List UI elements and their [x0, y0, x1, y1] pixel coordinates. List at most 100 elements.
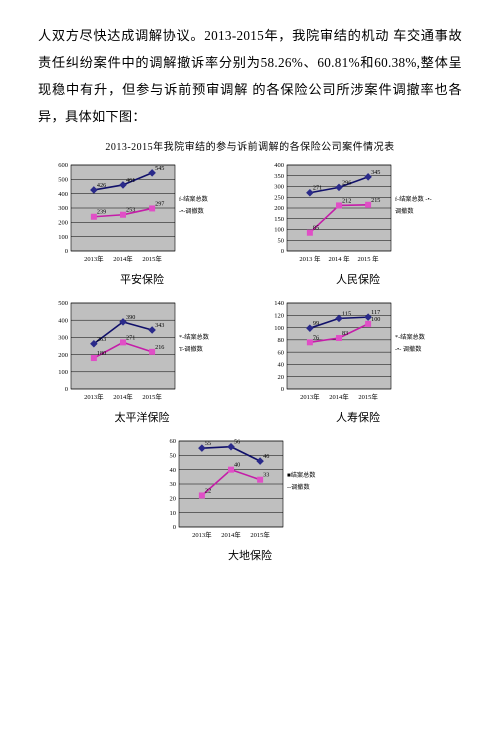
svg-text:115: 115	[342, 311, 351, 318]
svg-text:400: 400	[58, 318, 68, 325]
svg-text:2013年: 2013年	[84, 392, 104, 401]
svg-text:100: 100	[274, 325, 284, 332]
chart-renshou: 0204060801001201402013年2014年2015年9911511…	[263, 297, 453, 433]
svg-text:2014年: 2014年	[329, 392, 349, 401]
svg-text:-•-调撤数: -•-调撤数	[179, 207, 205, 215]
svg-text:180: 180	[97, 350, 106, 357]
svg-text:100: 100	[274, 227, 284, 234]
svg-text:0: 0	[65, 386, 68, 393]
svg-text:33: 33	[263, 472, 269, 479]
svg-text:271: 271	[126, 335, 135, 342]
row-2: 01002003004005002013年2014年2015年263390343…	[38, 297, 462, 433]
svg-text:99: 99	[313, 320, 319, 327]
svg-text:300: 300	[58, 335, 68, 342]
svg-text:500: 500	[58, 177, 68, 184]
svg-text:100: 100	[371, 316, 380, 323]
svg-text:2015年: 2015年	[358, 392, 378, 401]
chart-renshou-svg: 0204060801001201402013年2014年2015年9911511…	[263, 297, 453, 405]
charts-title: 2013-2015年我院审结的参与诉前调解的各保险公司案件情况表	[38, 138, 462, 153]
svg-text:2015年: 2015年	[142, 392, 162, 401]
svg-text:215: 215	[371, 197, 380, 204]
svg-text:60: 60	[170, 438, 177, 445]
chart-renmin: 0501001502002503003504002013 年2014 年2015…	[263, 159, 453, 295]
svg-text:2013年: 2013年	[192, 530, 212, 539]
caption-renmin: 人民保险	[336, 271, 380, 287]
svg-text:100: 100	[58, 234, 68, 241]
chart-dadi-svg: 01020304050602013年2014年2015年555646224033…	[155, 435, 345, 543]
svg-text:150: 150	[274, 216, 284, 223]
chart-dadi: 01020304050602013年2014年2015年555646224033…	[155, 435, 345, 571]
svg-text:2013年: 2013年	[300, 392, 320, 401]
svg-text:239: 239	[97, 209, 106, 216]
caption-pingan: 平安保险	[120, 271, 164, 287]
row-3: 01020304050602013年2014年2015年555646224033…	[38, 435, 462, 571]
svg-text:120: 120	[274, 313, 284, 320]
svg-text:调撤数: 调撤数	[395, 207, 414, 215]
caption-taipingyang: 太平洋保险	[115, 409, 170, 425]
svg-text:100: 100	[58, 369, 68, 376]
svg-text:T-调撤数: T-调撤数	[179, 345, 204, 353]
chart-pingan: 01002003004005006002013年2014年2015年426461…	[47, 159, 237, 295]
svg-text:250: 250	[274, 195, 284, 202]
svg-text:76: 76	[313, 335, 319, 342]
svg-text:343: 343	[155, 322, 164, 329]
svg-text:30: 30	[170, 481, 177, 488]
svg-text:20: 20	[278, 374, 285, 381]
svg-text:140: 140	[274, 300, 284, 307]
svg-text:0: 0	[173, 524, 176, 531]
row-1: 01002003004005006002013年2014年2015年426461…	[38, 159, 462, 295]
svg-text:--调撤数: --调撤数	[287, 483, 310, 491]
chart-taipingyang-svg: 0 100 200 300 400 500 2013年 2014年 2015年 263 390 343…	[47, 297, 237, 405]
svg-text:10: 10	[170, 510, 177, 517]
svg-text:200: 200	[58, 352, 68, 359]
svg-text:271: 271	[313, 185, 322, 192]
svg-text:40: 40	[278, 362, 285, 369]
svg-text:40: 40	[234, 462, 240, 469]
svg-text:297: 297	[155, 201, 164, 208]
svg-text:83: 83	[342, 330, 348, 337]
svg-text:2014年: 2014年	[113, 392, 133, 401]
svg-text:2014年: 2014年	[221, 530, 241, 539]
chart-pingan-svg: 01002003004005006002013年2014年2015年426461…	[47, 159, 237, 267]
svg-text:*-结案总数: *-结案总数	[179, 333, 210, 341]
svg-text:22: 22	[205, 488, 211, 495]
svg-text:f-结案总数 -•-: f-结案总数 -•-	[395, 195, 432, 203]
svg-text:263: 263	[97, 336, 106, 343]
svg-text:56: 56	[234, 439, 240, 446]
svg-text:60: 60	[278, 350, 285, 357]
svg-text:200: 200	[58, 220, 68, 227]
svg-text:300: 300	[274, 184, 284, 191]
svg-text:345: 345	[371, 169, 380, 176]
svg-text:300: 300	[58, 205, 68, 212]
intro-paragraph: 人双方尽快达成调解协议。2013-2015年，我院审结的机动 车交通事故责任纠纷…	[38, 22, 462, 130]
svg-text:600: 600	[58, 162, 68, 169]
svg-text:2015年: 2015年	[142, 254, 162, 263]
svg-text:50: 50	[170, 453, 177, 460]
svg-text:40: 40	[170, 467, 177, 474]
svg-text:426: 426	[97, 182, 106, 189]
svg-text:50: 50	[278, 238, 285, 245]
caption-renshou: 人寿保险	[336, 409, 380, 425]
svg-text:f-结案总数: f-结案总数	[179, 195, 209, 203]
svg-text:296: 296	[342, 180, 351, 187]
svg-text:2014年: 2014年	[113, 254, 133, 263]
chart-renmin-svg: 0501001502002503003504002013 年2014 年2015…	[263, 159, 453, 267]
svg-text:2014 年: 2014 年	[328, 254, 350, 263]
svg-text:2015年: 2015年	[250, 530, 270, 539]
caption-dadi: 大地保险	[228, 547, 272, 563]
svg-text:2013年: 2013年	[84, 254, 104, 263]
svg-text:200: 200	[274, 205, 284, 212]
svg-text:350: 350	[274, 173, 284, 180]
svg-text:390: 390	[126, 314, 135, 321]
svg-text:253: 253	[126, 207, 135, 214]
svg-text:400: 400	[274, 162, 284, 169]
svg-text:400: 400	[58, 191, 68, 198]
svg-text:*-结案总数: *-结案总数	[395, 333, 426, 341]
svg-text:212: 212	[342, 198, 351, 205]
svg-text:500: 500	[58, 300, 68, 307]
svg-text:0: 0	[281, 386, 284, 393]
svg-text:0: 0	[65, 248, 68, 255]
chart-taipingyang: 0 100 200 300 400 500 2013年 2014年 2015年 263 390 343…	[47, 297, 237, 433]
svg-text:-•- 调撤数: -•- 调撤数	[395, 345, 422, 353]
svg-text:85: 85	[313, 225, 319, 232]
